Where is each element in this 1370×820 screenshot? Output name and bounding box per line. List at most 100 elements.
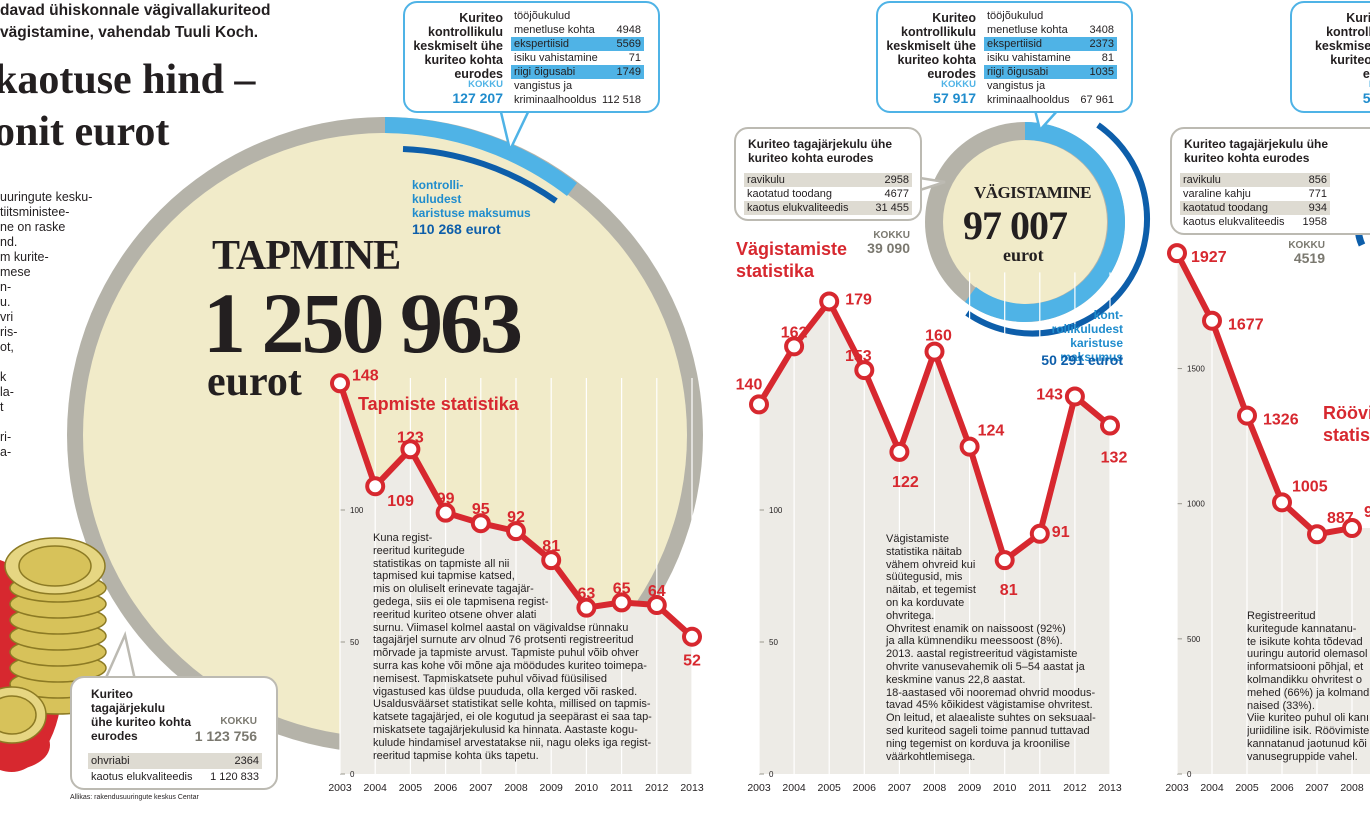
vagistamine-cons-kokku-label: KOKKU	[873, 230, 910, 241]
tapmine-xtick-label: 2009	[540, 782, 564, 794]
vagistamine-chart-title: Vägistamiste statistika	[736, 239, 848, 281]
cons-kokku-label: KOKKU	[220, 716, 257, 727]
control-kokku-value: 59 2	[1362, 90, 1370, 106]
tapmine-xtick-label: 2006	[434, 782, 458, 794]
roovimine-data-label: 9	[1364, 504, 1370, 521]
row-label: kaotatud toodang	[1183, 202, 1269, 214]
row-label: ohvriabi	[91, 755, 130, 767]
row-label: vangistus ja kriminaalhooldus	[514, 80, 597, 106]
vagistamine-point	[994, 550, 1015, 571]
table-row: ravikulu 2958	[744, 173, 912, 187]
row-value: 67 961	[1080, 94, 1114, 106]
cons-box-title: Kuriteo tagajärjekulu ühe kuriteo kohta …	[1184, 137, 1329, 165]
headline: kaotuse hind – onit eurot	[0, 54, 255, 158]
vagistamine-data-label: 122	[892, 474, 919, 491]
control-kokku-value: 127 207	[452, 90, 503, 106]
vagistamine-xtick-label: 2004	[782, 782, 806, 794]
vagistamine-xtick-label: 2011	[1029, 782, 1052, 794]
vagistamine-xtick-label: 2013	[1098, 782, 1122, 794]
vagistamine-xtick-label: 2012	[1063, 782, 1087, 794]
roovimine-ytick-label: 1000	[1187, 500, 1205, 509]
vagistamine-control-value: 50 291 eurot	[1041, 352, 1123, 368]
table-row: tööjõukulud menetluse kohta 4948	[511, 9, 644, 37]
roovimine-area	[1177, 253, 1370, 774]
row-label: ekspertiisid	[514, 38, 570, 50]
tapmine-data-label: 52	[683, 653, 701, 670]
row-label: riigi õigusabi	[514, 66, 576, 78]
tapmine-cons-pointer	[103, 631, 137, 682]
table-row: isiku vahistamine 81	[984, 51, 1117, 65]
source-note: Allikas: rakendusuuringute keskus Centar	[70, 794, 199, 801]
row-value: 3408	[1089, 24, 1114, 36]
vagistamine-data-label: 91	[1052, 524, 1070, 541]
table-row: kaotatud toodang 4677	[744, 187, 912, 201]
cons-box-rows: ravikulu 856 varaline kahju 771 kaotatud too…	[1180, 173, 1330, 229]
tapmine-total: 1 250 963	[203, 275, 523, 371]
vagistamine-cons-kokku-value: 39 090	[867, 240, 910, 256]
row-value: 1 120 833	[210, 771, 259, 783]
tapmine-data-label: 65	[613, 580, 631, 597]
row-value: 31 455	[875, 202, 909, 214]
tapmine-data-label: 99	[437, 491, 455, 508]
vagistamine-xtick-label: 2009	[958, 782, 982, 794]
table-row: ekspertiisid 5569	[511, 37, 644, 51]
row-label: isiku vahistamine	[514, 52, 598, 64]
tapmine-control-value: 110 268 eurot	[412, 221, 501, 237]
vagistamine-chart: 0 50 100 2003 2004 2005 2006 2007 2008 2009 2010 2…	[736, 272, 1127, 794]
control-box-rows: tööjõukulud menetluse kohta 4948 ekspertii…	[511, 9, 644, 107]
roovimine-cons-kokku-label: KOKKU	[1288, 240, 1325, 251]
table-row: tööjõukulud menetluse kohta 3408	[984, 9, 1117, 37]
roovimine-data-label: 1005	[1292, 478, 1328, 495]
vagistamine-unit: eurot	[1003, 245, 1044, 265]
vagistamine-point	[749, 394, 769, 415]
vagistamine-ytick-label: 50	[769, 638, 778, 647]
tapmine-chart-title: Tapmiste statistika	[358, 394, 519, 414]
tapmine-point	[682, 626, 702, 647]
tapmine-point	[506, 521, 526, 542]
row-value: 934	[1308, 202, 1327, 214]
roovimine-consequence-box: Kuriteo tagajärjekulu ühe kuriteo kohta …	[1170, 127, 1370, 235]
roovimine-point	[1167, 243, 1187, 264]
cons-box-rows: ohvriabi 2364 kaotus elukvaliteedis 1 120 8…	[88, 753, 262, 785]
row-label: kaotus elukvaliteedis	[747, 202, 849, 214]
roovimine-point	[1272, 492, 1292, 513]
roovimine-point	[1237, 405, 1257, 426]
control-box-label: Kuriteo kontrollikulu keskmiselt ühe kur…	[886, 11, 976, 81]
tapmine-point	[400, 439, 421, 460]
roovimine-point	[1307, 524, 1327, 545]
row-label: tööjõukulud menetluse kohta	[987, 10, 1068, 36]
tapmine-consequence-box: Kuriteo tagajärjekulu ühe kuriteo kohta …	[70, 676, 278, 790]
tapmine-data-label: 148	[352, 367, 379, 384]
tapmine-point	[611, 592, 632, 613]
tapmine-data-label: 109	[387, 493, 414, 510]
roovimine-data-label: 1677	[1228, 317, 1264, 334]
tapmine-control-box: Kuriteo kontrollikulu keskmiselt ühe kur…	[403, 1, 660, 113]
table-row: riigi õigusabi 1035	[984, 65, 1117, 79]
cons-box-rows: ravikulu 2958 kaotatud toodang 4677 kaotus e…	[744, 173, 912, 215]
vagistamine-control-label: kont- rollikuludest karistuse maksumus	[1051, 308, 1123, 364]
vagistamine-data-label: 153	[845, 348, 872, 365]
roovimine-xtick-label: 2003	[1165, 782, 1189, 794]
cons-box-title: Kuriteo tagajärjekulu ühe kuriteo kohta …	[91, 687, 192, 743]
vagistamine-data-label: 124	[978, 423, 1005, 440]
tapmine-punishment-arc	[402, 146, 558, 204]
roovimine-body: Registreeritud kuritegude kannatanu- te …	[1247, 610, 1370, 763]
vagistamine-xtick-label: 2005	[818, 782, 842, 794]
tapmine-xtick-label: 2005	[399, 782, 423, 794]
tapmine-point	[646, 595, 667, 616]
vagistamine-data-label: 81	[1000, 582, 1018, 599]
tapmine-point	[330, 373, 350, 394]
table-row: kaotus elukvaliteedis 1958	[1180, 215, 1330, 229]
table-row: varaline kahju 771	[1180, 187, 1330, 201]
tapmine-point	[541, 550, 562, 571]
tapmine-data-label: 123	[397, 429, 424, 446]
tapmine-data-label: 92	[507, 509, 525, 526]
vagistamine-punishment-arc	[965, 122, 1151, 337]
roovimine-point	[1342, 518, 1362, 539]
vagistamine-control-arc	[965, 122, 1125, 322]
tapmine-point	[435, 502, 456, 523]
vagistamine-xtick-label: 2003	[747, 782, 771, 794]
row-label: isiku vahistamine	[987, 52, 1071, 64]
row-value: 4677	[884, 188, 909, 200]
vagistamine-data-label: 160	[925, 328, 952, 345]
